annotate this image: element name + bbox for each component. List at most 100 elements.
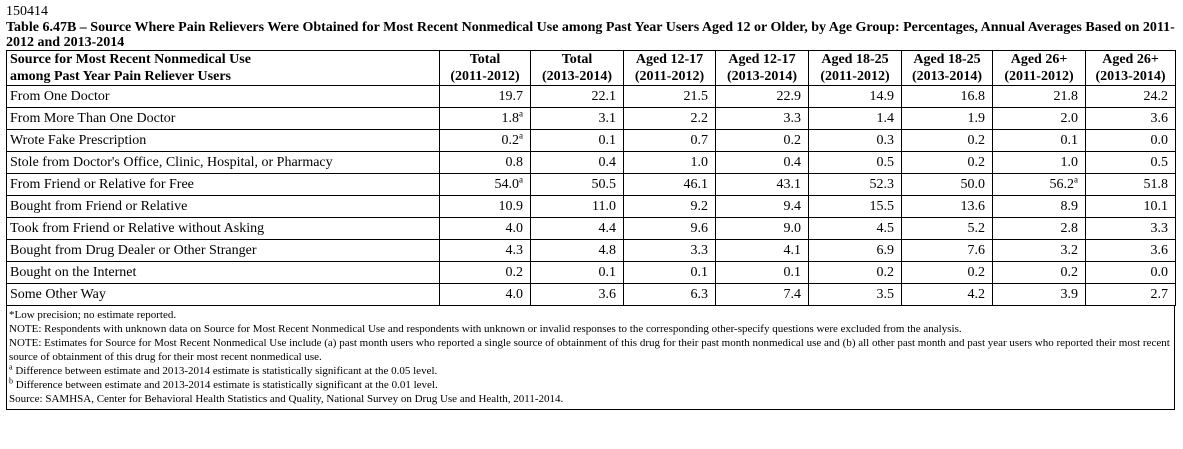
table-cell: 0.7 [623,129,716,152]
row-label: Bought from Drug Dealer or Other Strange… [6,239,440,262]
table-cell: 7.6 [901,239,993,262]
table-cell: 46.1 [623,173,716,196]
cell-value: 7.4 [783,287,802,302]
table-cell: 0.2 [715,129,809,152]
cell-value: 3.5 [876,287,895,302]
cell-value: 4.3 [505,243,524,258]
table-cell: 0.1 [623,261,716,284]
cell-value: 1.9 [967,111,986,126]
table-cell: 43.1 [715,173,809,196]
cell-value: 4.1 [783,243,802,258]
cell-value: 43.1 [776,177,802,192]
table-cell: 3.1 [530,107,624,130]
significance-marker: a [519,108,523,119]
cell-value: 9.2 [690,199,709,214]
table-cell: 21.5 [623,85,716,108]
cell-value: 1.0 [1060,155,1079,170]
cell-value: 0.1 [1060,133,1079,148]
cell-value: 3.6 [1150,111,1169,126]
table-cell: 9.2 [623,195,716,218]
cell-value: 5.2 [967,221,986,236]
table-cell: 4.2 [901,283,993,306]
note-estimates: NOTE: Estimates for Source for Most Rece… [9,337,1170,363]
row-label: Bought from Friend or Relative [6,195,440,218]
cell-value: 0.0 [1150,265,1169,280]
cell-value: 22.1 [591,89,617,104]
cell-value: 4.2 [967,287,986,302]
cell-value: 21.8 [1053,89,1079,104]
table-cell: 3.2 [992,239,1086,262]
table-cell: 0.2 [901,261,993,284]
table-row: From One Doctor 19.7 22.1 21.5 22.9 14.9 16.8 2… [6,85,1176,108]
cell-value: 0.0 [1150,133,1169,148]
table-cell: 0.1 [992,129,1086,152]
row-label: Bought on the Internet [6,261,440,284]
cell-value: 0.1 [690,265,709,280]
table-cell: 6.3 [623,283,716,306]
table-cell: 0.4 [715,151,809,174]
cell-value: 0.7 [690,133,709,148]
table-cell: 3.3 [1085,217,1176,240]
cell-value: 50.5 [591,177,617,192]
low-precision-note: *Low precision; no estimate reported. [9,309,177,321]
cell-value: 0.2 [1060,265,1079,280]
table-cell: 16.8 [901,85,993,108]
cell-value: 3.6 [1150,243,1169,258]
table-cell: 0.0 [1085,129,1176,152]
table-cell: 0.0 [1085,261,1176,284]
table-cell: 50.5 [530,173,624,196]
cell-value: 0.2 [505,265,524,280]
source-header-line1: Source for Most Recent Nonmedical Use [10,52,251,67]
row-label: From One Doctor [6,85,440,108]
cell-value: 4.5 [876,221,895,236]
cell-value: 4.0 [505,287,524,302]
footnote-b-mark: b [9,376,13,386]
table-cell: 51.8 [1085,173,1176,196]
table-cell: 0.2 [901,129,993,152]
table-cell: 24.2 [1085,85,1176,108]
column-header: Aged 26+ (2013-2014) [1085,50,1176,86]
table-cell: 3.3 [623,239,716,262]
cell-value: 6.9 [876,243,895,258]
row-label: Some Other Way [6,283,440,306]
column-header: Aged 12-17 (2013-2014) [715,50,809,86]
document-page: 150414 Table 6.47B – Source Where Pain R… [6,4,1176,410]
table-cell: 1.0 [623,151,716,174]
cell-value: 3.3 [783,111,802,126]
table-cell: 9.6 [623,217,716,240]
table-cell: 2.2 [623,107,716,130]
table-cell: 4.0 [439,217,531,240]
cell-value: 2.2 [690,111,709,126]
cell-value: 8.9 [1060,199,1079,214]
table-cell: 3.6 [1085,107,1176,130]
table-cell: 10.1 [1085,195,1176,218]
table-cell: 52.3 [808,173,902,196]
cell-value: 0.4 [783,155,802,170]
cell-value: 0.2 [783,133,802,148]
table-cell: 10.9 [439,195,531,218]
table-cell: 4.4 [530,217,624,240]
source-header-line2: among Past Year Pain Reliever Users [10,69,231,84]
cell-value: 0.2 [967,265,986,280]
cell-value: 3.3 [690,243,709,258]
table-cell: 0.3 [808,129,902,152]
cell-value: 11.0 [592,199,616,214]
table-row: Bought from Friend or Relative 10.9 11.0 9.… [6,195,1176,218]
cell-value: 15.5 [869,199,895,214]
table-cell: 0.1 [530,129,624,152]
cell-value: 10.1 [1143,199,1169,214]
table-cell: 3.6 [1085,239,1176,262]
table-cell: 56.2a [992,173,1086,196]
cell-value: 0.1 [783,265,802,280]
cell-value: 4.4 [598,221,617,236]
table-cell: 50.0 [901,173,993,196]
cell-value: 0.3 [876,133,895,148]
table-row: Bought from Drug Dealer or Other Strange… [6,239,1176,262]
cell-value: 3.1 [598,111,617,126]
table-cell: 9.0 [715,217,809,240]
column-header: Aged 18-25 (2011-2012) [808,50,902,86]
table-cell: 4.5 [808,217,902,240]
significance-marker: a [1074,174,1078,185]
table-cell: 11.0 [530,195,624,218]
column-header: Aged 18-25 (2013-2014) [901,50,993,86]
